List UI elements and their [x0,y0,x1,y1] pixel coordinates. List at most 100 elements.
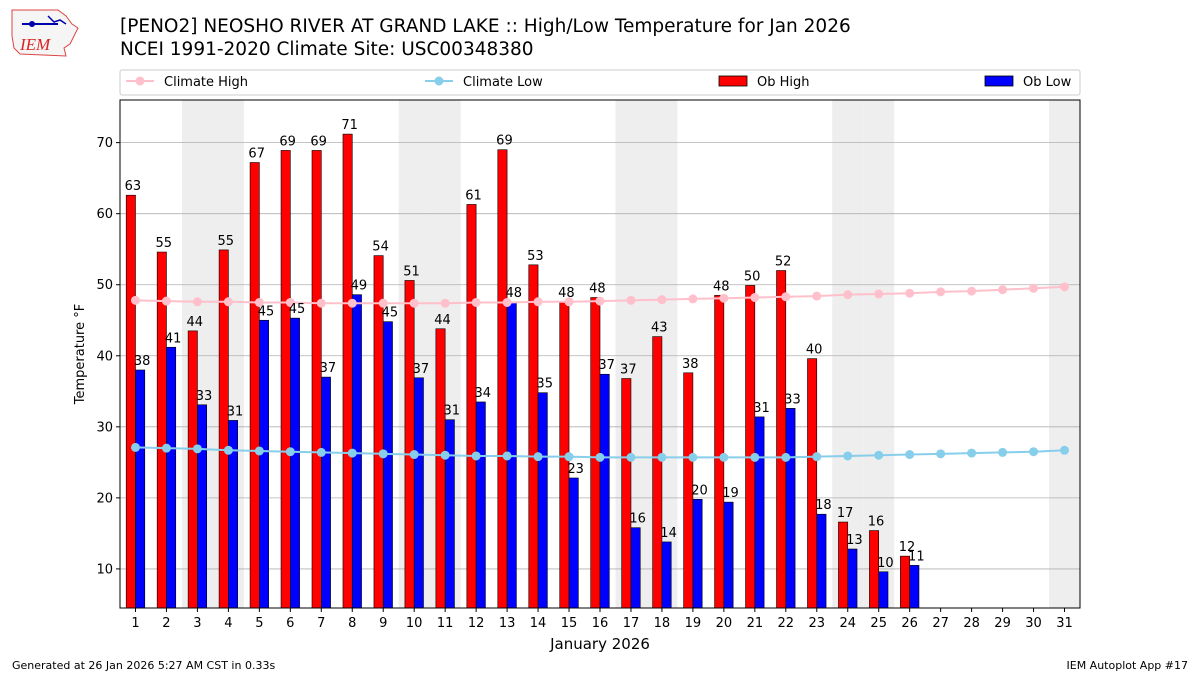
climate-low-point [1060,445,1070,455]
y-tick-label: 50 [96,278,113,293]
climate-high-point [254,297,264,307]
climate-low-point [688,452,698,462]
ob-high-bar [745,285,756,609]
ob-high-bar [342,133,353,609]
ob-low-label: 33 [196,389,213,404]
climate-low-point [130,442,140,452]
ob-high-label: 55 [156,236,173,251]
ob-high-label: 71 [341,118,358,133]
climate-high-point [936,287,946,297]
ob-high-label: 48 [713,279,730,294]
climate-low-point [781,452,791,462]
climate-high-point [378,298,388,308]
climate-high-point [409,298,419,308]
ob-high-bar [621,378,632,609]
ob-high-label: 48 [558,286,575,301]
climate-low-point [285,447,295,457]
climate-high-point [533,297,543,307]
ob-low-bar [568,477,579,609]
ob-low-label: 37 [598,358,615,373]
climate-low-point [409,450,419,460]
ob-low-label: 45 [289,302,306,317]
legend-item-climate-low: Climate Low [425,75,543,90]
ob-high-bar [404,280,415,609]
climate-low-point [905,450,915,460]
ob-high-bar [125,194,136,609]
ob-low-label: 37 [320,361,337,376]
x-tick-label: 27 [932,616,949,631]
ob-low-label: 20 [691,483,708,498]
x-tick-label: 1 [131,616,139,631]
climate-low-point [254,446,264,456]
x-tick-label: 19 [685,616,702,631]
ob-low-bar [816,513,827,609]
climate-high-point [471,297,481,307]
legend-item-ob-high: Ob High [718,75,810,90]
ob-high-bar [652,336,663,609]
ob-high-label: 44 [187,315,204,330]
ob-high-bar [776,270,787,609]
y-tick-label: 40 [96,349,113,364]
climate-low-point [223,445,233,455]
ob-low-label: 45 [382,306,399,321]
legend-label-ob-high: Ob High [757,75,810,90]
legend: Climate High Climate Low Ob High Ob Low [119,69,1081,96]
x-axis-label: January 2026 [549,635,650,653]
climate-low-point [161,443,171,453]
x-tick-label: 17 [623,616,640,631]
x-tick-label: 8 [348,616,356,631]
ob-high-bar [187,330,198,609]
ob-low-label: 11 [908,549,925,564]
climate-low-point [502,451,512,461]
ob-low-bar [785,408,796,609]
ob-high-bar [249,162,260,609]
ob-low-label: 38 [134,354,151,369]
ob-low-label: 35 [536,377,553,392]
ob-high-bar [807,358,818,609]
climate-high-point [812,291,822,301]
climate-low-point [378,449,388,459]
ob-high-label: 52 [775,255,792,270]
x-tick-label: 10 [406,616,423,631]
climate-high-point [595,296,605,306]
climate-high-point [130,295,140,305]
x-tick-label: 13 [499,616,516,631]
ob-high-label: 55 [217,234,234,249]
climate-high-point [750,293,760,303]
ob-low-label: 45 [258,304,275,319]
ob-low-label: 41 [165,331,182,346]
x-tick-label: 31 [1056,616,1073,631]
climate-high-point [316,298,326,308]
ob-high-label: 69 [310,134,327,149]
y-axis-label: Temperature °F [73,304,88,405]
x-tick-label: 24 [839,616,856,631]
climate-low-point [874,450,884,460]
ob-high-bar [156,251,167,609]
climate-low-point [347,448,357,458]
ob-high-label: 53 [527,249,544,264]
climate-high-point [843,290,853,300]
climate-low-point [533,452,543,462]
climate-high-point [905,288,915,298]
x-tick-label: 4 [224,616,232,631]
ob-low-label: 33 [784,392,801,407]
app-note: IEM Autoplot App #17 [1066,659,1189,672]
climate-high-point [874,289,884,299]
ob-low-bar [909,565,920,609]
chart-title: [PENO2] NEOSHO RIVER AT GRAND LAKE :: Hi… [120,16,851,37]
climate-high-point [502,297,512,307]
ob-high-label: 63 [125,179,142,194]
ob-high-label: 12 [899,540,916,555]
y-tick-label: 70 [96,136,113,151]
climate-high-point [1060,282,1070,292]
climate-high-point [161,296,171,306]
climate-high-point [347,298,357,308]
climate-high-point [223,297,233,307]
ob-low-bar [692,498,703,609]
ob-high-bar [466,204,477,609]
y-tick-label: 20 [96,491,113,506]
ob-high-bar [280,150,291,609]
x-tick-label: 23 [809,616,826,631]
x-tick-label: 18 [654,616,671,631]
